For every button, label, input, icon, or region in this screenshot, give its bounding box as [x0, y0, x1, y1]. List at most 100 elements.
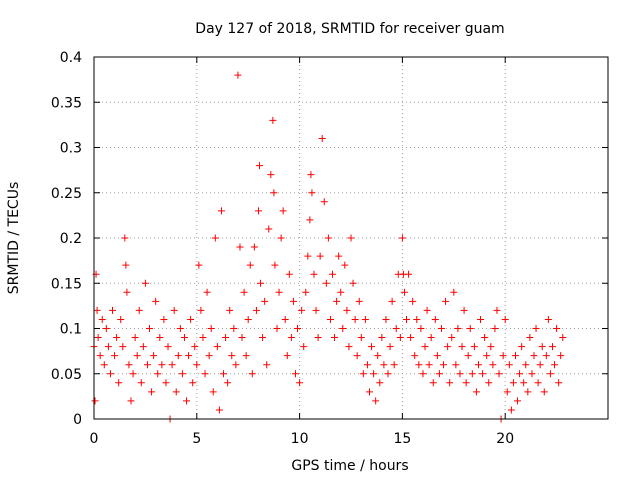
data-point	[113, 334, 121, 342]
data-point	[557, 352, 565, 360]
data-point	[109, 306, 117, 314]
data-point	[398, 234, 406, 242]
x-tick-label: 5	[192, 431, 201, 447]
data-point	[353, 352, 361, 360]
data-point	[139, 343, 147, 351]
data-point	[526, 334, 534, 342]
data-point	[450, 288, 458, 296]
data-point	[538, 343, 546, 351]
data-point	[224, 379, 232, 387]
data-point	[270, 189, 278, 197]
data-point	[102, 325, 110, 332]
data-point	[261, 297, 269, 305]
data-point	[269, 116, 277, 124]
data-point	[328, 270, 336, 278]
data-point	[154, 370, 162, 378]
data-point	[100, 361, 108, 369]
data-point	[141, 279, 149, 287]
data-point	[267, 171, 275, 179]
data-point	[127, 397, 135, 405]
data-point	[121, 234, 129, 242]
data-point	[536, 361, 544, 369]
data-point	[298, 306, 306, 314]
data-point	[503, 388, 511, 396]
data-point	[481, 334, 489, 342]
data-point	[429, 379, 437, 387]
data-point	[104, 343, 112, 351]
data-point	[382, 315, 390, 323]
data-point	[195, 261, 203, 269]
data-point	[246, 261, 254, 269]
data-point	[448, 334, 456, 342]
data-point	[119, 343, 127, 351]
data-point	[256, 162, 264, 170]
data-point	[160, 315, 168, 323]
data-point	[98, 315, 106, 323]
data-point	[291, 370, 299, 378]
data-point	[435, 370, 443, 378]
data-point	[559, 334, 567, 342]
data-point	[234, 71, 242, 79]
data-point	[191, 343, 199, 351]
data-point	[357, 334, 365, 342]
data-point	[96, 352, 104, 360]
y-tick-label: 0.15	[51, 276, 82, 292]
data-point	[361, 315, 369, 323]
data-point	[135, 306, 143, 314]
data-point	[285, 270, 293, 278]
data-point	[553, 325, 561, 332]
data-point	[137, 379, 145, 387]
data-point	[380, 361, 388, 369]
y-tick-label: 0.2	[60, 231, 82, 247]
data-point	[152, 297, 160, 305]
data-point	[477, 315, 485, 323]
data-point	[518, 343, 526, 351]
y-tick-label: 0.4	[60, 50, 82, 66]
y-tick-label: 0.25	[51, 186, 82, 202]
data-point	[374, 352, 382, 360]
data-point	[265, 225, 273, 233]
data-point	[123, 288, 131, 296]
data-point	[437, 325, 445, 332]
data-point	[304, 252, 312, 260]
data-point	[322, 279, 330, 287]
data-point	[359, 370, 367, 378]
data-point	[178, 370, 186, 378]
data-point	[168, 361, 176, 369]
data-point	[440, 361, 448, 369]
data-point	[390, 361, 398, 369]
data-point	[115, 379, 123, 387]
data-point	[213, 343, 221, 351]
data-point	[378, 334, 386, 342]
data-point	[106, 370, 114, 378]
data-point	[257, 279, 265, 287]
data-point	[355, 297, 363, 305]
data-point	[339, 325, 347, 332]
data-point	[217, 207, 225, 215]
y-tick-label: 0.05	[51, 367, 82, 383]
data-point	[296, 379, 304, 387]
data-point	[143, 361, 151, 369]
data-point	[366, 388, 374, 396]
data-point	[242, 352, 250, 360]
data-point	[226, 306, 234, 314]
data-point	[228, 352, 236, 360]
data-point	[489, 361, 497, 369]
data-point	[483, 352, 491, 360]
data-point	[520, 379, 528, 387]
data-point	[283, 352, 291, 360]
data-point	[164, 343, 172, 351]
data-point	[197, 306, 205, 314]
data-point	[372, 397, 380, 405]
axis-ticks: 0 0.05 0.1 0.15 0.2 0.25 0.3 0.35 0.4 0 5 10 15 20	[51, 50, 608, 447]
data-point	[146, 325, 154, 332]
data-point	[180, 334, 188, 342]
y-tick-label: 0	[73, 412, 82, 428]
data-point	[150, 352, 158, 360]
data-point	[131, 334, 139, 342]
data-points	[90, 71, 567, 423]
data-point	[470, 343, 478, 351]
data-point	[524, 388, 532, 396]
data-point	[540, 388, 548, 396]
data-point	[370, 370, 378, 378]
